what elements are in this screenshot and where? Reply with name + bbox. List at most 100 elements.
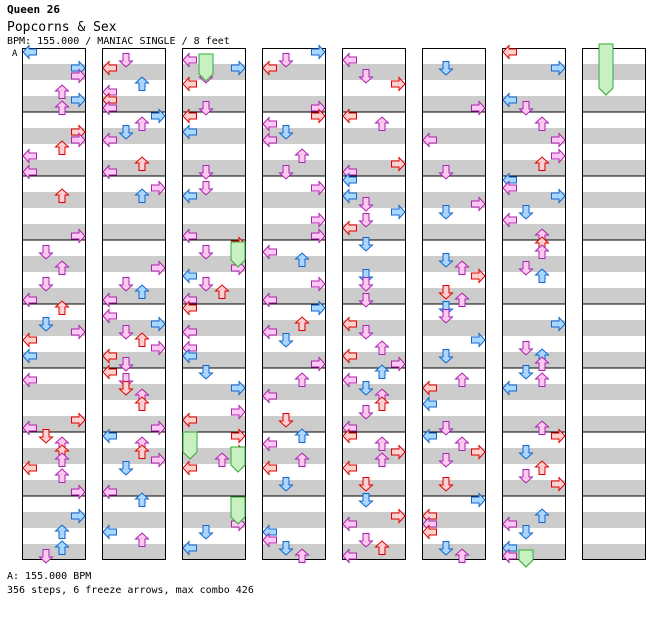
step-arrow [391, 444, 406, 460]
step-arrow [374, 436, 390, 451]
beat-stripe [22, 448, 86, 464]
beat-stripe [182, 384, 246, 400]
beat-stripe [22, 224, 86, 240]
beat-stripe [502, 224, 566, 240]
step-arrow [342, 548, 357, 564]
step-arrow [551, 148, 566, 164]
step-arrow [278, 125, 294, 140]
step-arrow [102, 428, 117, 444]
step-arrow [551, 476, 566, 492]
beat-stripe [582, 416, 646, 432]
step-arrow [102, 292, 117, 308]
step-arrow [22, 332, 37, 348]
step-arrow [391, 356, 406, 372]
step-arrow [134, 492, 150, 507]
step-arrow [134, 444, 150, 459]
step-arrow [262, 244, 277, 260]
freeze-arrow [182, 431, 198, 460]
step-arrow [358, 277, 374, 292]
step-arrow [294, 548, 310, 563]
beat-stripe [102, 352, 166, 368]
step-arrow [438, 541, 454, 556]
beat-stripe [502, 288, 566, 304]
beat-stripe [22, 416, 86, 432]
step-arrow [151, 260, 166, 276]
beat-stripe [422, 544, 486, 560]
beat-stripe [182, 448, 246, 464]
beat-stripe [422, 448, 486, 464]
beat-stripe [262, 352, 326, 368]
beat-stripe [182, 544, 246, 560]
step-arrow [311, 276, 326, 292]
beat-stripe [582, 288, 646, 304]
beat-stripe [22, 192, 86, 208]
beat-stripe [342, 288, 406, 304]
beat-stripe [102, 544, 166, 560]
step-arrow [551, 132, 566, 148]
beat-stripe [22, 288, 86, 304]
beat-stripe [342, 160, 406, 176]
step-arrow [38, 549, 54, 564]
beat-stripe [102, 512, 166, 528]
beat-stripe [182, 256, 246, 272]
step-arrow [374, 540, 390, 555]
step-arrow [262, 324, 277, 340]
step-arrow [231, 404, 246, 420]
step-arrow [71, 412, 86, 428]
beat-stripe [502, 64, 566, 80]
step-arrow [118, 357, 134, 372]
beat-stripe [342, 256, 406, 272]
beat-stripe [422, 224, 486, 240]
step-arrow [22, 148, 37, 164]
beat-stripe [422, 352, 486, 368]
step-arrow [134, 156, 150, 171]
step-arrow [262, 388, 277, 404]
step-arrow [38, 429, 54, 444]
step-arrow [358, 405, 374, 420]
step-arrow [518, 101, 534, 116]
step-arrow [102, 60, 117, 76]
freeze-arrow [598, 43, 614, 96]
beat-stripe [22, 352, 86, 368]
bpm-marker: A [12, 49, 18, 59]
step-arrow [22, 44, 37, 60]
beat-stripe [102, 192, 166, 208]
step-arrow [534, 268, 550, 283]
beat-stripe [22, 160, 86, 176]
beat-stripe [22, 544, 86, 560]
step-arrow [182, 188, 197, 204]
step-arrow [422, 524, 437, 540]
step-arrow [102, 132, 117, 148]
step-arrow [54, 260, 70, 275]
beat-stripe [182, 352, 246, 368]
step-arrow [54, 540, 70, 555]
beat-stripe [102, 224, 166, 240]
beat-stripe [582, 480, 646, 496]
step-arrow [151, 420, 166, 436]
step-arrow [278, 53, 294, 68]
step-arrow [342, 348, 357, 364]
step-arrow [262, 132, 277, 148]
step-arrow [518, 261, 534, 276]
page-title: Queen 26 [7, 3, 60, 16]
step-arrow [471, 444, 486, 460]
beat-stripe [502, 480, 566, 496]
step-arrow [471, 332, 486, 348]
beat-stripe [102, 416, 166, 432]
beat-stripe [582, 544, 646, 560]
beat-stripe [422, 320, 486, 336]
step-arrow [102, 164, 117, 180]
beat-stripe [342, 320, 406, 336]
beat-stripe [102, 128, 166, 144]
step-arrow [38, 245, 54, 260]
step-arrow [262, 116, 277, 132]
freeze-arrow [198, 53, 214, 82]
step-arrow [342, 52, 357, 68]
step-arrow [134, 532, 150, 547]
step-arrow [54, 84, 70, 99]
step-arrow [118, 53, 134, 68]
step-arrow [294, 316, 310, 331]
step-arrow [311, 108, 326, 124]
freeze-arrow [230, 241, 246, 268]
column-border [502, 48, 566, 560]
